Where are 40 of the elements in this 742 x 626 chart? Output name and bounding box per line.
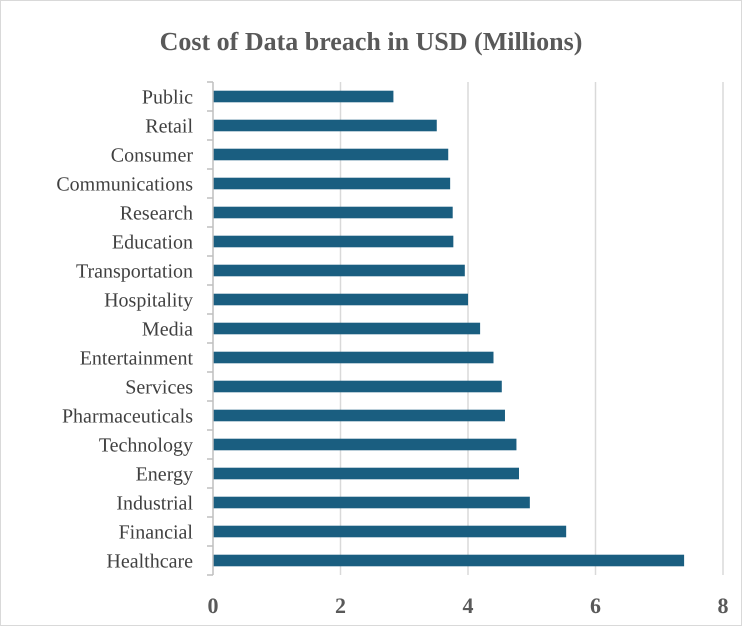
bar [213, 206, 453, 218]
x-tick-label: 6 [590, 593, 601, 618]
bar [213, 148, 448, 160]
y-tick-label: Financial [118, 522, 194, 544]
bar [213, 236, 454, 248]
y-tick-label: Education [112, 232, 193, 254]
bar [213, 410, 505, 422]
bar [213, 264, 465, 276]
y-tick-label: Consumer [110, 144, 194, 166]
y-tick-label: Technology [98, 434, 193, 456]
bar [213, 120, 437, 132]
bar [213, 438, 516, 450]
x-tick-label: 0 [208, 593, 218, 618]
y-tick-label: Media [142, 318, 194, 340]
bar [213, 526, 566, 538]
y-tick-label: Retail [145, 116, 194, 138]
bar [213, 380, 502, 392]
y-tick-label: Research [120, 202, 193, 224]
y-tick-label: Healthcare [106, 550, 194, 572]
x-tick-label: 4 [462, 593, 474, 618]
bar [213, 554, 684, 566]
y-tick-label: Energy [136, 464, 193, 486]
y-tick-label: Services [125, 376, 194, 398]
y-tick-label: Pharmaceuticals [62, 406, 194, 428]
y-tick-label: Public [142, 86, 194, 108]
x-tick-label: 2 [335, 593, 346, 618]
bar [213, 468, 519, 480]
bar [213, 322, 480, 334]
bar [213, 496, 530, 508]
bar [213, 178, 450, 190]
x-tick-label: 8 [718, 593, 728, 618]
y-tick-label: Entertainment [80, 348, 194, 370]
y-tick-label: Hospitality [104, 290, 193, 312]
bar [213, 294, 468, 306]
chart-title: Cost of Data breach in USD (Millions) [160, 27, 582, 56]
y-tick-label: Communications [56, 174, 194, 196]
bar [213, 90, 394, 102]
y-tick-label: Transportation [76, 260, 193, 282]
bar [213, 352, 494, 364]
y-tick-label: Industrial [116, 492, 194, 514]
